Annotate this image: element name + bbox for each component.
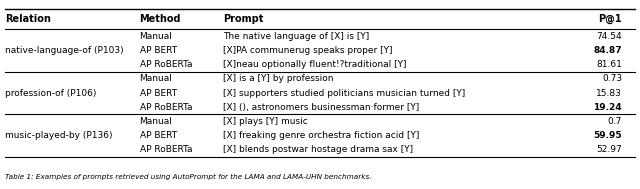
Text: Manual: Manual xyxy=(140,74,172,83)
Text: 59.95: 59.95 xyxy=(593,131,622,140)
Text: 81.61: 81.61 xyxy=(596,60,622,69)
Text: AP BERT: AP BERT xyxy=(140,131,177,140)
Text: [X]PA communerug speaks proper [Y]: [X]PA communerug speaks proper [Y] xyxy=(223,46,392,55)
Text: Manual: Manual xyxy=(140,117,172,126)
Text: [X] is a [Y] by profession: [X] is a [Y] by profession xyxy=(223,74,333,83)
Text: native-language-of (P103): native-language-of (P103) xyxy=(5,46,124,55)
Text: The native language of [X] is [Y]: The native language of [X] is [Y] xyxy=(223,32,369,41)
Text: Manual: Manual xyxy=(140,32,172,41)
Text: 84.87: 84.87 xyxy=(593,46,622,55)
Text: profession-of (P106): profession-of (P106) xyxy=(5,88,97,98)
Text: Relation: Relation xyxy=(5,14,51,24)
Text: 0.73: 0.73 xyxy=(602,74,622,83)
Text: AP RoBERTa: AP RoBERTa xyxy=(140,103,192,112)
Text: AP BERT: AP BERT xyxy=(140,88,177,98)
Text: 0.7: 0.7 xyxy=(608,117,622,126)
Text: Prompt: Prompt xyxy=(223,14,263,24)
Text: [X] (), astronomers businessman·former [Y]: [X] (), astronomers businessman·former [… xyxy=(223,103,419,112)
Text: 74.54: 74.54 xyxy=(596,32,622,41)
Text: AP RoBERTa: AP RoBERTa xyxy=(140,60,192,69)
Text: [X] freaking genre orchestra fiction acid [Y]: [X] freaking genre orchestra fiction aci… xyxy=(223,131,419,140)
Text: Table 1: Examples of prompts retrieved using AutoPrompt for the LAMA and LAMA-UH: Table 1: Examples of prompts retrieved u… xyxy=(5,174,372,180)
Text: [X]neau optionally fluent!?traditional [Y]: [X]neau optionally fluent!?traditional [… xyxy=(223,60,406,69)
Text: AP RoBERTa: AP RoBERTa xyxy=(140,145,192,154)
Text: [X] blends postwar hostage drama sax [Y]: [X] blends postwar hostage drama sax [Y] xyxy=(223,145,413,154)
Text: music-played-by (P136): music-played-by (P136) xyxy=(5,131,113,140)
Text: AP BERT: AP BERT xyxy=(140,46,177,55)
Text: 19.24: 19.24 xyxy=(593,103,622,112)
Text: 15.83: 15.83 xyxy=(596,88,622,98)
Text: [X] plays [Y] music: [X] plays [Y] music xyxy=(223,117,307,126)
Text: [X] supporters studied politicians musician turned [Y]: [X] supporters studied politicians music… xyxy=(223,88,465,98)
Text: 52.97: 52.97 xyxy=(596,145,622,154)
Text: P@1: P@1 xyxy=(598,14,622,24)
Text: Method: Method xyxy=(140,14,181,24)
